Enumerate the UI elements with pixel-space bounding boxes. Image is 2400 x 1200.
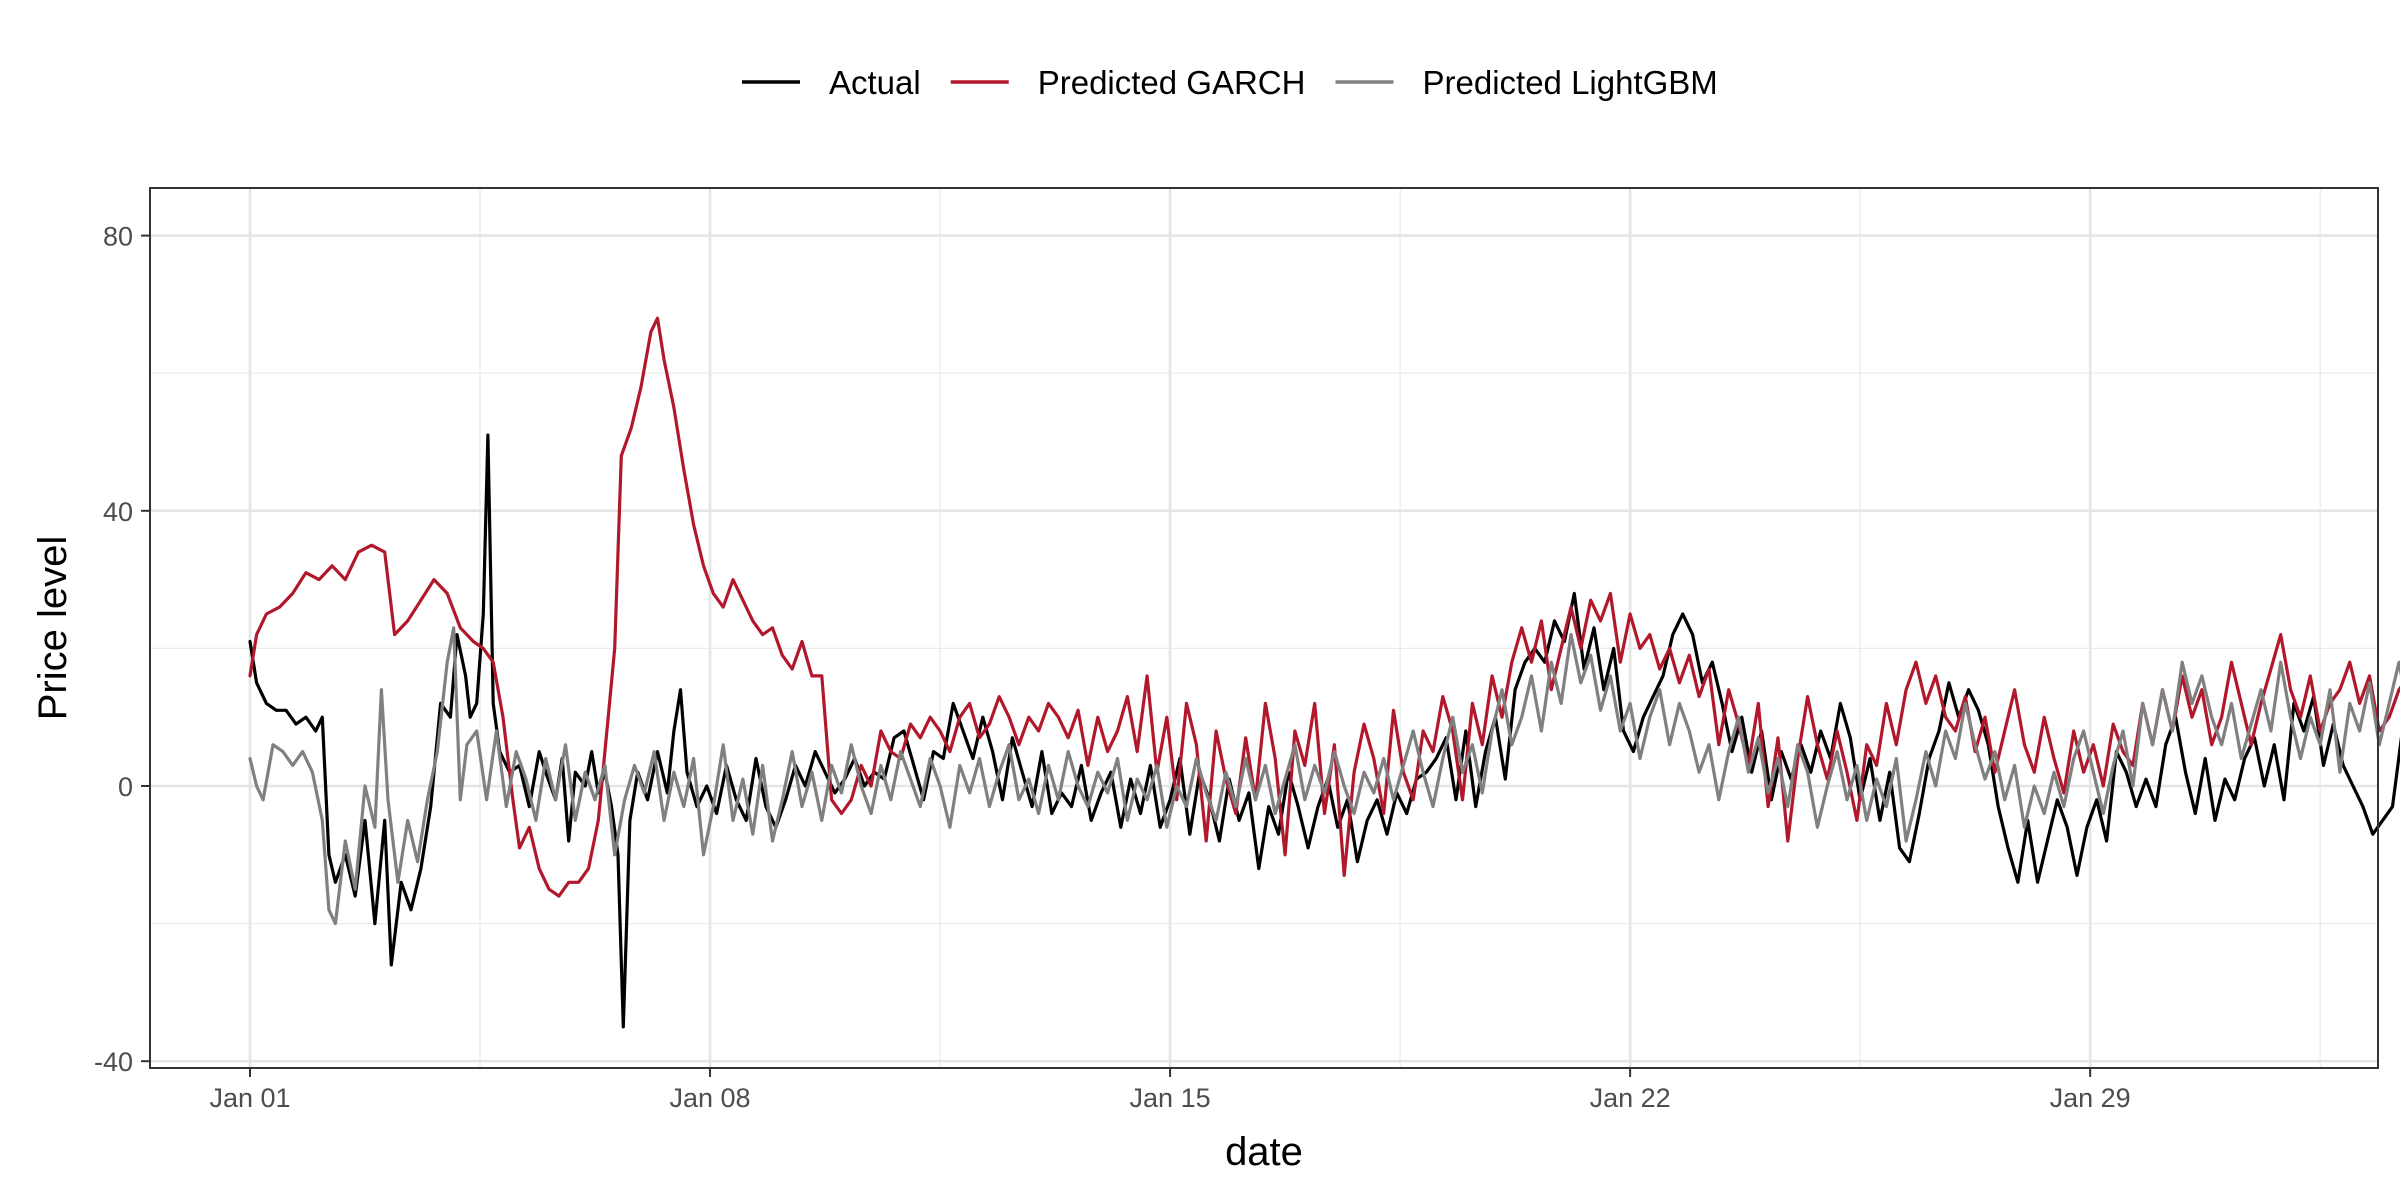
series-layer bbox=[248, 316, 2400, 1029]
y-tick-label: 0 bbox=[118, 772, 133, 802]
y-tick-label: 40 bbox=[103, 497, 133, 527]
x-tick-label: Jan 15 bbox=[1130, 1083, 1211, 1113]
legend-label: Predicted GARCH bbox=[1038, 64, 1306, 101]
series-line-predicted-lightgbm bbox=[248, 626, 2400, 926]
legend: Actual Predicted GARCH Predicted LightGBM bbox=[742, 64, 1718, 101]
x-tick-label: Jan 08 bbox=[670, 1083, 751, 1113]
y-tick-label: 80 bbox=[103, 222, 133, 252]
legend-item: Actual bbox=[742, 64, 921, 101]
y-axis-title: Price level bbox=[31, 536, 75, 721]
x-tick-label: Jan 22 bbox=[1590, 1083, 1671, 1113]
x-axis-title: date bbox=[1225, 1130, 1303, 1174]
series-line-predicted-garch bbox=[248, 316, 2400, 898]
minor-gridlines bbox=[150, 188, 2378, 1068]
series-line-actual bbox=[248, 433, 2400, 1029]
legend-item: Predicted GARCH bbox=[950, 64, 1306, 101]
x-tick-label: Jan 01 bbox=[209, 1083, 290, 1113]
plot-panel-border bbox=[149, 187, 2379, 1069]
x-axis: Jan 01 Jan 08 Jan 15 Jan 22 Jan 29 bbox=[209, 1068, 2131, 1113]
legend-label: Predicted LightGBM bbox=[1422, 64, 1717, 101]
legend-item: Predicted LightGBM bbox=[1335, 64, 1718, 101]
major-gridlines bbox=[150, 188, 2378, 1068]
y-axis: -40 0 40 80 bbox=[94, 222, 150, 1077]
x-tick-label: Jan 29 bbox=[2050, 1083, 2131, 1113]
y-tick-label: -40 bbox=[94, 1047, 133, 1077]
legend-label: Actual bbox=[829, 64, 921, 101]
